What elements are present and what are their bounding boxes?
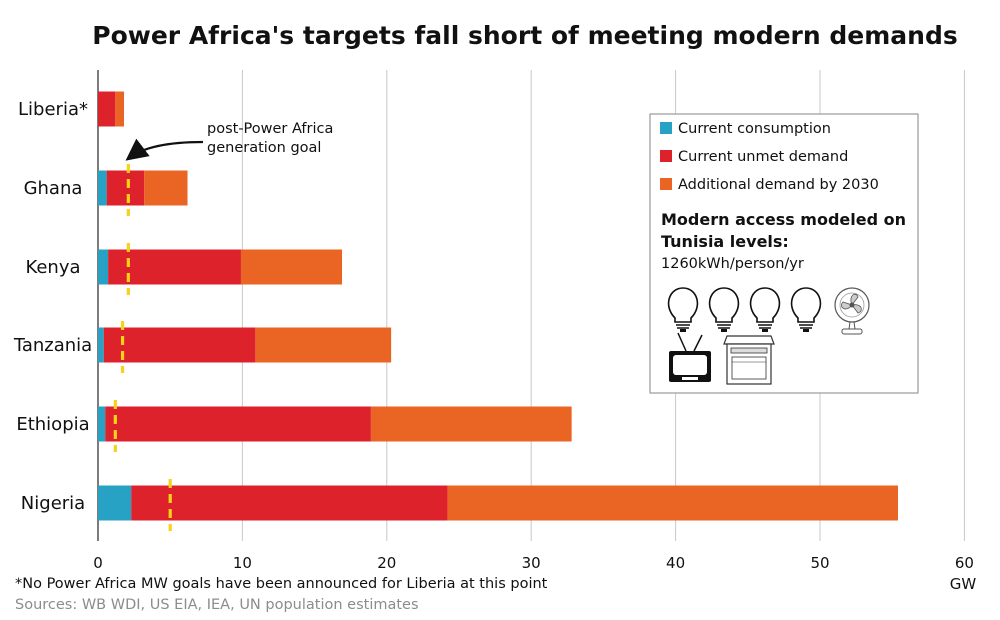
x-tick-label: 50 [810, 554, 829, 572]
light-bulb-icon [790, 287, 822, 332]
legend-swatch [660, 178, 672, 190]
television-icon [669, 332, 711, 382]
light-bulb-icon [749, 287, 781, 332]
bar-segment [98, 485, 132, 521]
light-bulb-icon [708, 287, 740, 332]
legend-label: Additional demand by 2030 [678, 177, 879, 193]
bar-segment [98, 249, 109, 285]
goal-annotation-text: post-Power Africa generation goal [207, 121, 333, 156]
bar-segment [98, 91, 116, 127]
legend-label: Current consumption [678, 121, 831, 137]
model-subtitle: 1260kWh/person/yr [661, 256, 804, 272]
x-axis-unit: GW [950, 575, 977, 593]
legend-frame [649, 113, 919, 394]
x-tick-label: 40 [666, 554, 685, 572]
bar-segment [98, 170, 107, 206]
legend-swatch [660, 150, 672, 162]
bar-segment [105, 406, 371, 442]
model-title: Modern access modeled on Tunisia levels: [661, 210, 906, 251]
bar-segment [131, 485, 448, 521]
light-bulb-icon [667, 287, 699, 332]
category-label: Liberia* [18, 99, 88, 120]
fan-icon [834, 287, 870, 335]
sources: Sources: WB WDI, US EIA, IEA, UN populat… [15, 597, 419, 613]
bar-segment [447, 485, 898, 521]
stove-icon [723, 335, 775, 385]
bar-segment [103, 327, 256, 363]
bar-segment [370, 406, 572, 442]
annotation-arrow [125, 138, 204, 161]
bars [98, 91, 898, 521]
category-label: Tanzania [13, 335, 92, 356]
bar-segment [106, 170, 145, 206]
legend: Current consumption Current unmet demand A… [660, 121, 879, 193]
bar-segment [255, 327, 392, 363]
bar-segment [98, 406, 106, 442]
bar-segment [144, 170, 188, 206]
x-tick-label: 10 [233, 554, 252, 572]
bar-segment [240, 249, 343, 285]
category-label: Kenya [25, 257, 80, 278]
x-tick-label: 60 [955, 554, 974, 572]
x-tick-label: 0 [93, 554, 103, 572]
x-tick-label: 20 [377, 554, 396, 572]
goal-markers [113, 164, 172, 531]
category-label: Ghana [24, 178, 83, 199]
goal-annotation: post-Power Africa generation goal [125, 121, 333, 161]
bar-segment [108, 249, 241, 285]
x-tick-label: 30 [522, 554, 541, 572]
legend-label: Current unmet demand [678, 149, 848, 165]
legend-box: Current consumption Current unmet demand A… [649, 113, 919, 394]
bar-segment [98, 327, 104, 363]
category-label: Ethiopia [16, 414, 89, 435]
category-labels: Liberia* Ghana Kenya Tanzania Ethiopia Nigeri… [13, 99, 92, 514]
chart-title: Power Africa's targets fall short of mee… [92, 21, 957, 50]
legend-swatch [660, 122, 672, 134]
bar-segment [115, 91, 124, 127]
footnote: *No Power Africa MW goals have been anno… [15, 576, 548, 592]
category-label: Nigeria [21, 493, 85, 514]
x-tick-labels: 0 10 20 30 40 50 60 [93, 554, 974, 572]
